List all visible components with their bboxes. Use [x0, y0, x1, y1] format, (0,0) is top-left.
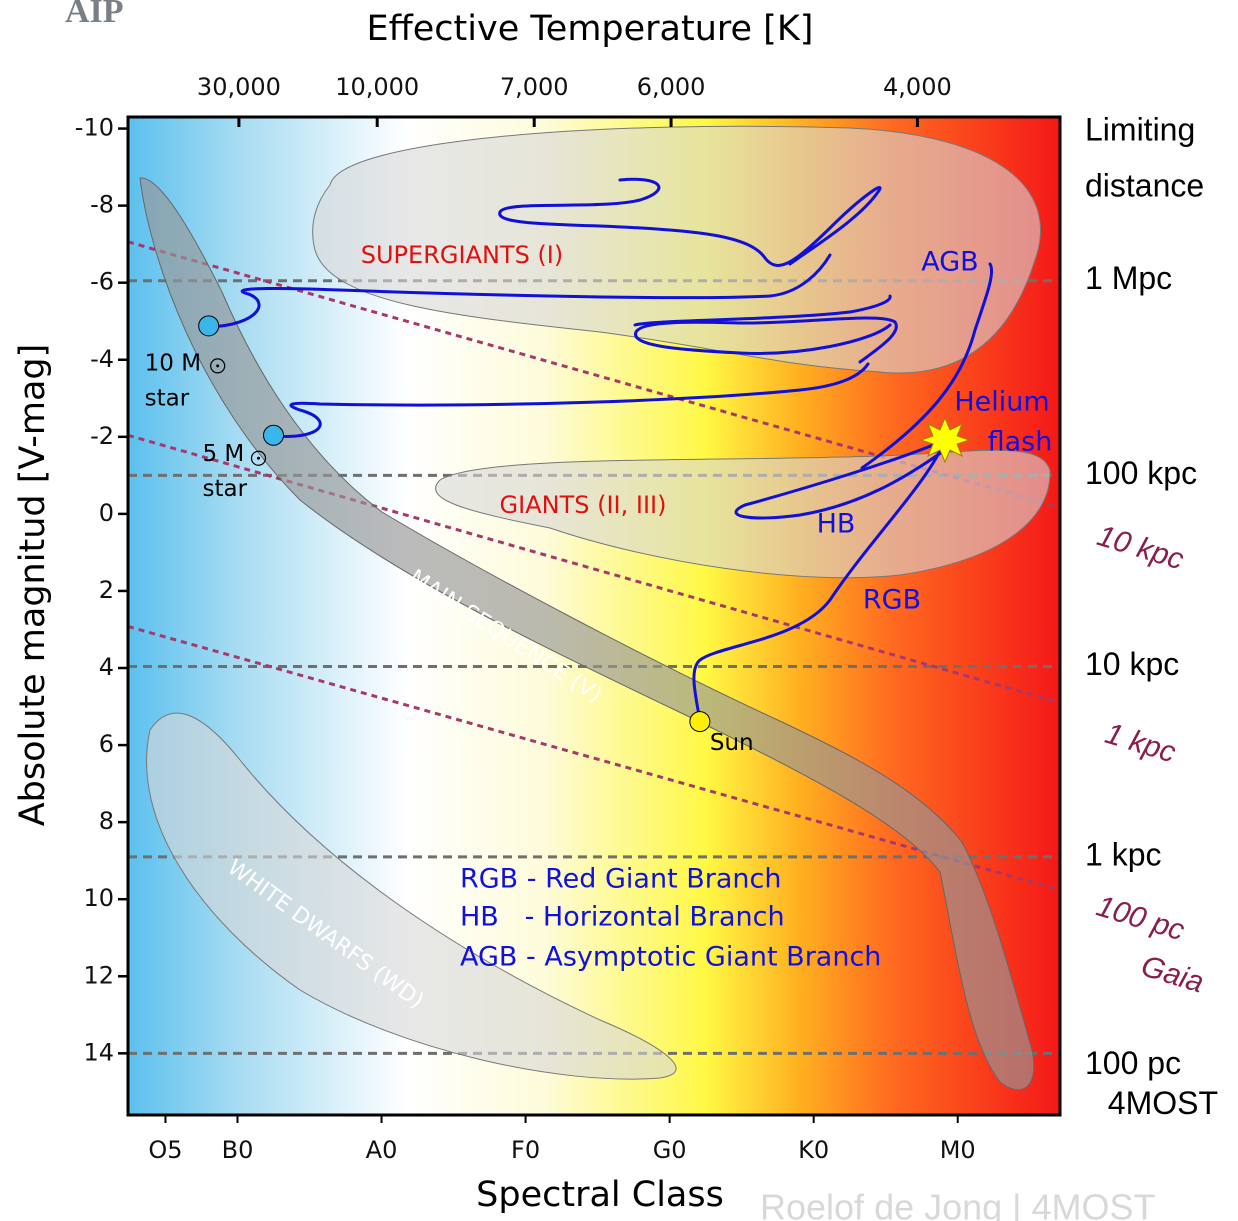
- x2-tick-label: 4,000: [883, 73, 952, 101]
- y-tick-label: 8: [99, 807, 114, 835]
- y-tick-label: -6: [90, 268, 114, 296]
- logo: AIP: [65, 0, 124, 30]
- y-tick-label: 14: [83, 1038, 114, 1066]
- x-tick-label: F0: [511, 1136, 540, 1164]
- star-marker: [198, 315, 220, 337]
- limit-label: 1 Mpc: [1085, 260, 1172, 296]
- distance-title: distance: [1085, 167, 1204, 203]
- gaia-limit-line: [127, 433, 1061, 705]
- star-sublabel: star: [145, 385, 190, 411]
- x2-tick-label: 6,000: [637, 73, 706, 101]
- y-tick-label: -2: [90, 422, 114, 450]
- x2-tick-label: 30,000: [197, 73, 281, 101]
- x2-axis-title: Effective Temperature [K]: [367, 9, 814, 49]
- star-marker: [262, 424, 284, 446]
- gaia-limit-label: 1 kpc: [1101, 717, 1179, 770]
- x-tick-label: B0: [222, 1136, 254, 1164]
- track: [207, 253, 832, 329]
- x-axis-title: Spectral Class: [476, 1175, 724, 1215]
- gaia-limit-label: 10 kpc: [1093, 519, 1187, 576]
- star-sublabel: star: [202, 476, 247, 502]
- track: [498, 177, 882, 267]
- y-tick-label: 12: [83, 961, 114, 989]
- track-label: Helium: [954, 387, 1049, 418]
- helium-flash-marker: [919, 416, 971, 464]
- y-tick-label: 4: [99, 653, 114, 681]
- limit-survey: 4MOST: [1108, 1085, 1218, 1121]
- star-label: 10 M: [145, 350, 201, 376]
- evolution-tracks: [207, 177, 994, 724]
- distance-title: Limiting: [1085, 111, 1195, 147]
- sun-symbol-dot: [256, 456, 260, 460]
- gaia-survey: Gaia: [1137, 949, 1207, 999]
- sun-symbol: [210, 358, 226, 374]
- watermark: Roelof de Jong | 4MOST: [760, 1187, 1156, 1221]
- x2-tick-label: 10,000: [335, 73, 419, 101]
- track-label: RGB: [863, 585, 921, 616]
- legend-entry: RGB - Red Giant Branch: [460, 864, 781, 895]
- plot-frame: [126, 115, 1062, 1117]
- y-tick-label: 2: [99, 576, 114, 604]
- track-label: HB: [817, 509, 856, 540]
- gaia-limit-label: 100 pc: [1093, 890, 1189, 948]
- gaia-limit-line: [127, 624, 1061, 892]
- legend-entry: HB - Horizontal Branch: [460, 902, 785, 933]
- white-dwarf-region: [146, 712, 677, 1080]
- star-label: 5 M: [202, 441, 244, 467]
- x-tick-label: G0: [653, 1136, 687, 1164]
- x-tick-label: A0: [366, 1136, 398, 1164]
- track: [734, 438, 947, 520]
- track: [860, 262, 994, 470]
- y-tick-label: 6: [99, 730, 114, 758]
- x-tick-label: M0: [940, 1136, 976, 1164]
- region-label: GIANTS (II, III): [500, 491, 667, 519]
- x-tick-label: K0: [798, 1136, 829, 1164]
- track-label: flash: [988, 427, 1053, 458]
- y-tick-label: 0: [99, 499, 114, 527]
- y-tick-label: 10: [83, 884, 114, 912]
- y-axis-title: Absolute magnitud [V-mag]: [13, 344, 53, 827]
- y-tick-label: -8: [90, 191, 114, 219]
- sun-symbol-dot: [216, 364, 220, 368]
- legend-entry: AGB - Asymptotic Giant Branch: [460, 942, 881, 973]
- limit-label: 100 kpc: [1085, 455, 1197, 491]
- y-tick-label: -10: [75, 114, 114, 142]
- track: [272, 362, 870, 439]
- track-label: AGB: [921, 247, 978, 278]
- x2-tick-label: 7,000: [500, 73, 569, 101]
- sun-symbol: [250, 450, 267, 466]
- limit-label: 100 pc: [1085, 1045, 1181, 1081]
- limit-label: 1 kpc: [1085, 836, 1161, 872]
- track: [692, 438, 947, 724]
- region-label: SUPERGIANTS (I): [361, 241, 564, 269]
- x-tick-label: O5: [148, 1136, 182, 1164]
- y-tick-label: -4: [90, 345, 114, 373]
- star-marker: [689, 711, 711, 733]
- main-sequence-region: [139, 177, 1035, 1091]
- limit-label: 10 kpc: [1085, 646, 1179, 682]
- star-label: Sun: [710, 730, 754, 756]
- track: [634, 316, 898, 364]
